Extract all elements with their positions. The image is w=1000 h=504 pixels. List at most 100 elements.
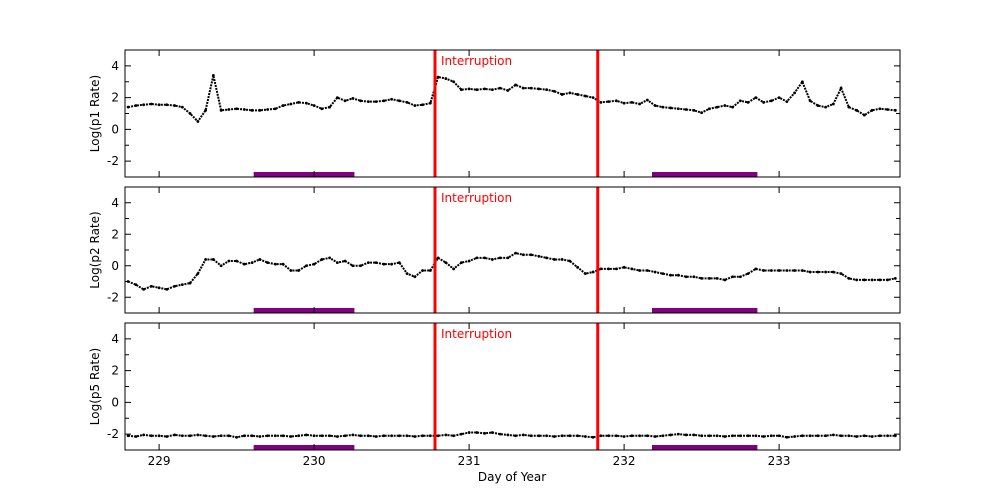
y-tick-label: 0 [111, 122, 119, 136]
data-point [413, 104, 417, 107]
data-point [568, 259, 572, 263]
data-point [343, 259, 347, 263]
data-point [304, 101, 308, 105]
data-point [816, 270, 820, 274]
data-point [514, 251, 517, 255]
data-point [250, 261, 254, 264]
data-point [777, 269, 781, 272]
data-point [312, 434, 316, 438]
y-tick-label: 0 [111, 259, 119, 273]
data-point [219, 108, 223, 112]
data-point [599, 434, 603, 438]
data-point [653, 270, 657, 274]
data-point [583, 435, 587, 438]
data-point [196, 272, 200, 276]
data-point [529, 86, 533, 90]
x-tick-label: 231 [458, 454, 481, 468]
x-tick-label: 232 [613, 454, 636, 468]
data-point [793, 435, 796, 438]
data-point [552, 258, 556, 261]
data-point [676, 107, 680, 111]
data-point [405, 434, 409, 438]
data-point [452, 80, 455, 84]
data-point [707, 434, 711, 438]
data-point [762, 100, 765, 104]
data-point [173, 284, 177, 288]
data-point [552, 89, 556, 93]
data-point [188, 112, 192, 115]
data-point [227, 108, 231, 111]
data-point [490, 258, 494, 261]
x-tick-label: 229 [148, 454, 171, 468]
data-point [560, 258, 564, 261]
data-point [607, 267, 610, 271]
data-point [661, 272, 665, 276]
data-point [793, 269, 796, 272]
data-point [312, 104, 316, 107]
y-tick-label: 4 [111, 59, 119, 73]
data-point [382, 434, 386, 438]
data-point [475, 431, 479, 434]
data-point [614, 267, 618, 271]
data-point [142, 433, 146, 437]
data-point [738, 434, 742, 438]
data-point [428, 434, 432, 438]
data-point [304, 264, 308, 268]
data-point [134, 435, 138, 438]
data-point [831, 270, 835, 274]
data-point [149, 434, 153, 438]
data-point [769, 269, 773, 272]
data-point [715, 276, 719, 280]
data-point [351, 264, 355, 268]
data-point [583, 94, 587, 98]
data-point [669, 106, 672, 110]
time-range-bar [652, 445, 758, 450]
data-point [700, 111, 703, 115]
data-point [366, 434, 370, 438]
y-tick-label: 4 [111, 196, 119, 210]
data-point [684, 433, 688, 437]
data-point [242, 434, 246, 438]
data-point [211, 74, 215, 77]
data-point [847, 276, 851, 280]
data-point [599, 267, 603, 271]
data-point [661, 105, 665, 109]
data-point [886, 434, 889, 438]
data-point [762, 435, 765, 438]
data-point [839, 434, 843, 438]
data-point [537, 434, 541, 438]
data-point [707, 276, 711, 280]
data-point [149, 102, 153, 106]
data-point [328, 105, 331, 109]
data-point [304, 433, 308, 437]
x-tick-label: 233 [768, 454, 791, 468]
data-point [568, 434, 572, 438]
data-point [211, 258, 215, 261]
data-point [816, 434, 820, 438]
data-point [669, 273, 672, 277]
data-point [870, 435, 874, 438]
data-point [204, 108, 208, 112]
data-point [514, 434, 517, 438]
data-point [614, 434, 618, 438]
data-point [413, 435, 417, 438]
data-point [707, 107, 711, 111]
data-point [529, 434, 533, 438]
data-point [831, 102, 835, 106]
data-point [506, 433, 510, 437]
data-point [653, 435, 657, 438]
data-point [467, 87, 471, 91]
data-point [397, 434, 401, 438]
data-point [622, 265, 626, 269]
data-point [715, 434, 719, 438]
data-point [351, 433, 355, 437]
data-point [335, 261, 339, 264]
data-point [126, 434, 130, 438]
data-point [483, 87, 486, 91]
data-point [560, 93, 564, 96]
data-point [258, 435, 262, 438]
data-point [142, 103, 146, 107]
data-point [731, 434, 734, 438]
data-point [769, 99, 773, 103]
